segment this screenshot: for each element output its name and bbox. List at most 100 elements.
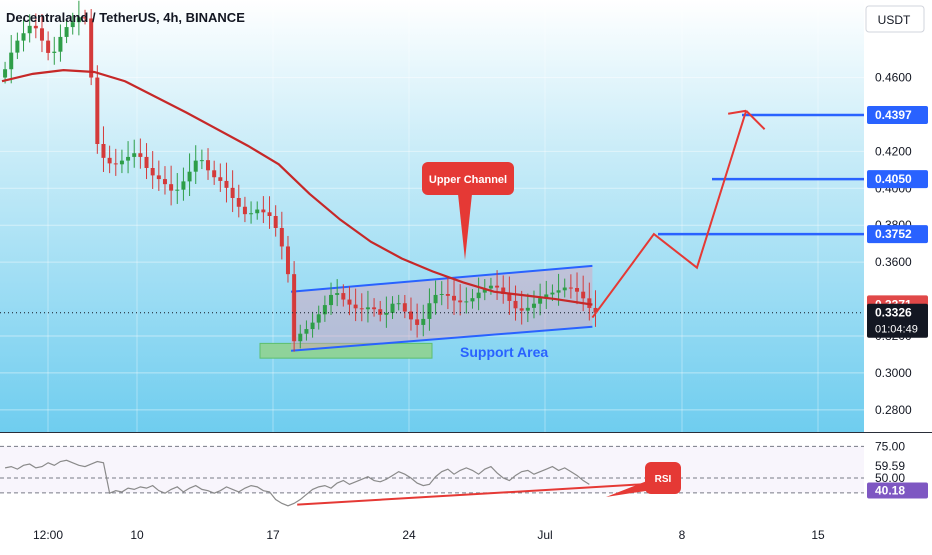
time-tick-label: 24 (402, 528, 416, 542)
rsi-tick-label: 50.00 (875, 471, 905, 485)
candle-body (304, 329, 309, 334)
candle-body (132, 153, 137, 157)
rsi-value-label: 40.18 (875, 483, 905, 497)
candle-body (150, 168, 155, 176)
candle-body (329, 294, 334, 306)
candle-body (550, 292, 555, 295)
candle-body (193, 160, 198, 172)
rsi-line (4, 459, 590, 507)
time-tick-label: 8 (679, 528, 686, 542)
candle-body (390, 303, 395, 313)
candle-body (562, 287, 567, 291)
time-tick-label: 15 (811, 528, 825, 542)
time-tick-label: 12:00 (33, 528, 63, 542)
candle-body (365, 307, 370, 310)
candle-body (3, 69, 8, 78)
rsi-callout[interactable]: RSI (606, 462, 681, 497)
candle-body (230, 187, 235, 198)
candle-body (396, 303, 401, 305)
candle-body (76, 17, 81, 23)
candle-body (372, 307, 377, 310)
candle-body (144, 156, 149, 168)
candle-body (476, 292, 481, 299)
moving-average-layer (0, 69, 864, 314)
candle-body (581, 291, 586, 299)
candle-body (452, 295, 457, 301)
candle-body (482, 288, 487, 293)
chart-background (0, 0, 864, 432)
current-price-label-bg (867, 303, 928, 338)
candle-body (501, 287, 506, 294)
candle-body (273, 216, 278, 228)
candle-body (353, 304, 358, 309)
candle-body (439, 294, 444, 295)
candle-body (402, 303, 407, 312)
projection-arrow-head (745, 110, 766, 130)
candle-body (162, 179, 167, 185)
candle-body (359, 308, 364, 310)
candle-body (341, 293, 346, 300)
rsi-value-label-bg (867, 482, 928, 499)
candle-body (556, 290, 561, 293)
target-price-label-bg (867, 225, 928, 244)
candle-body (513, 300, 518, 309)
candle-body (95, 77, 100, 144)
channel-upper-line (290, 264, 593, 293)
axis-layer: 0.46000.42000.40000.38000.36000.32000.30… (33, 71, 928, 542)
candle-body (568, 287, 573, 289)
price-tick-label: 0.4600 (875, 71, 912, 85)
candle-body (101, 144, 106, 158)
upper-channel-callout[interactable]: Upper Channel (422, 162, 514, 260)
candle-body (83, 17, 88, 19)
channel-fill (291, 265, 593, 351)
candle-body (46, 40, 51, 53)
candle-body (156, 175, 161, 180)
candle-body (378, 309, 383, 315)
candle-body (199, 160, 204, 162)
candle-body (212, 170, 217, 178)
candle-body (175, 189, 180, 191)
candle-body (525, 307, 530, 311)
candle-body (70, 22, 75, 28)
projection-layer (591, 109, 766, 319)
candle-body (421, 318, 426, 325)
candle-body (187, 171, 192, 182)
support-area-label: Support Area (460, 344, 548, 360)
candle-body (126, 156, 131, 161)
support-area-box (259, 342, 433, 359)
candle-body (236, 198, 241, 207)
target-price-label: 0.4050 (875, 172, 912, 186)
candle-body (242, 206, 247, 215)
candle-body (9, 52, 14, 70)
price-tick-label: 0.3600 (875, 255, 912, 269)
projection-arrow-path (591, 110, 748, 319)
candle-body (531, 303, 536, 308)
candle-body (261, 209, 266, 213)
candle-body (64, 27, 69, 37)
target-price-label-bg (867, 170, 928, 189)
candle-body (445, 294, 450, 296)
currency-button-label: USDT (878, 13, 911, 27)
price-tick-label: 0.4200 (875, 144, 912, 158)
candle-body (593, 307, 598, 313)
candle-body (285, 246, 290, 275)
time-tick-label: 10 (130, 528, 144, 542)
candle-body (181, 181, 186, 190)
candle-body (33, 25, 38, 29)
candle-body (544, 294, 549, 299)
candle-body (52, 51, 57, 53)
rsi-layer (0, 445, 864, 507)
candle-body (107, 157, 112, 164)
candle-body (15, 40, 20, 53)
candle-body (507, 294, 512, 301)
currency-button[interactable]: USDT (865, 5, 925, 33)
candle-body (458, 300, 463, 303)
candle-body (267, 212, 272, 216)
time-axis-background (0, 520, 864, 550)
price-axis-background (864, 0, 932, 550)
candle-body (138, 153, 143, 157)
candle-body (298, 333, 303, 342)
rsi-trendline (297, 483, 642, 506)
candle-body (89, 18, 94, 78)
